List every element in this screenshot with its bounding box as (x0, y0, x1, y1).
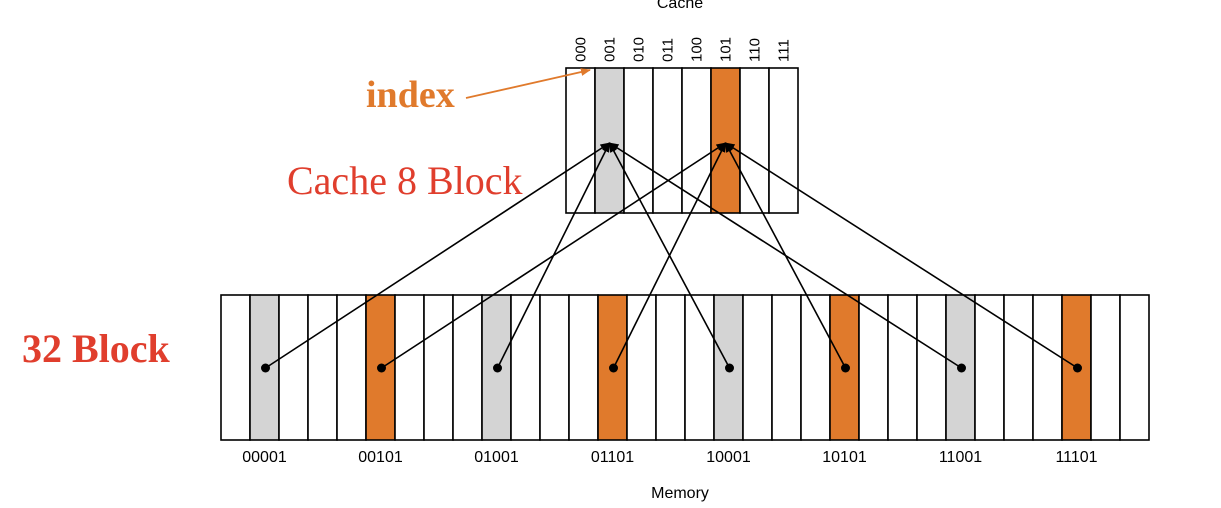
memory-block (220, 294, 251, 441)
cache-block-array (565, 67, 799, 214)
cache-index-label: 100 (689, 37, 706, 62)
cache-block-001 (594, 67, 625, 214)
cache-index-label: 111 (776, 39, 793, 62)
memory-block (452, 294, 483, 441)
memory-address-label: 01001 (474, 449, 519, 466)
memory-block (858, 294, 889, 441)
cache-block-010 (623, 67, 654, 214)
memory-address-label: 10101 (822, 449, 867, 466)
mapping-arrow (608, 142, 962, 369)
memory-block (1003, 294, 1034, 441)
memory-address-label: 10001 (706, 449, 751, 466)
memory-block (684, 294, 715, 441)
cache-block-000 (565, 67, 596, 214)
memory-block (278, 294, 309, 441)
memory-block (945, 294, 976, 441)
memory-block (336, 294, 367, 441)
memory-address-label: 00101 (358, 449, 403, 466)
memory-block (771, 294, 802, 441)
mapping-arrow (608, 142, 731, 369)
cache-index-label: 011 (660, 38, 677, 62)
memory-block (307, 294, 338, 441)
memory-block (655, 294, 686, 441)
memory-block-array (220, 294, 1150, 441)
cache-index-labels: 000 001 010 011 100 101 110 111 (573, 37, 793, 62)
cache-index-label: 101 (718, 37, 735, 62)
memory-block (568, 294, 599, 441)
memory-block (916, 294, 947, 441)
memory-block (1090, 294, 1121, 441)
memory-block (800, 294, 831, 441)
memory-block (1119, 294, 1150, 441)
memory-block (539, 294, 570, 441)
memory-block (423, 294, 454, 441)
cache-title: Cache (657, 0, 703, 12)
memory-address-label: 11001 (939, 449, 982, 466)
mapping-arrow (496, 142, 611, 369)
cache-blocks-annotation: Cache 8 Block (287, 158, 523, 203)
memory-address-label: 00001 (242, 449, 287, 466)
cache-index-label: 001 (602, 37, 619, 62)
cache-block-111 (768, 67, 799, 214)
memory-blocks-annotation: 32 Block (22, 326, 171, 371)
mapping-arrows (261, 142, 1082, 373)
memory-title: Memory (651, 485, 709, 502)
index-pointer-arrow (465, 68, 591, 99)
memory-block (510, 294, 541, 441)
memory-address-labels: 00001 00101 01001 01101 10001 10101 11001 11101 (242, 449, 1097, 466)
cache-index-label: 110 (747, 38, 764, 62)
cache-index-label: 010 (631, 37, 648, 62)
cache-block-110 (739, 67, 770, 214)
index-annotation: index (366, 74, 455, 116)
cache-index-label: 000 (573, 37, 590, 62)
memory-address-label: 11101 (1055, 449, 1097, 466)
memory-block (626, 294, 657, 441)
memory-block (887, 294, 918, 441)
memory-block (742, 294, 773, 441)
cache-block-100 (681, 67, 712, 214)
mapping-arrow (265, 142, 611, 369)
memory-block (1032, 294, 1063, 441)
cache-block-101 (710, 67, 741, 214)
memory-address-label: 01101 (591, 449, 634, 466)
cache-block-011 (652, 67, 683, 214)
memory-block (974, 294, 1005, 441)
memory-block (394, 294, 425, 441)
mapping-arrow (724, 142, 1078, 369)
